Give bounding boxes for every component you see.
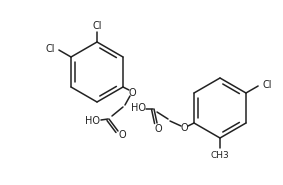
Text: Cl: Cl (262, 80, 272, 90)
Text: O: O (128, 88, 136, 98)
Text: O: O (180, 123, 188, 133)
Text: Cl: Cl (92, 21, 102, 31)
Text: O: O (118, 130, 126, 140)
Text: HO: HO (130, 103, 145, 113)
Text: HO: HO (85, 116, 100, 126)
Text: Cl: Cl (45, 44, 55, 54)
Text: O: O (154, 124, 162, 134)
Text: CH3: CH3 (211, 151, 230, 159)
